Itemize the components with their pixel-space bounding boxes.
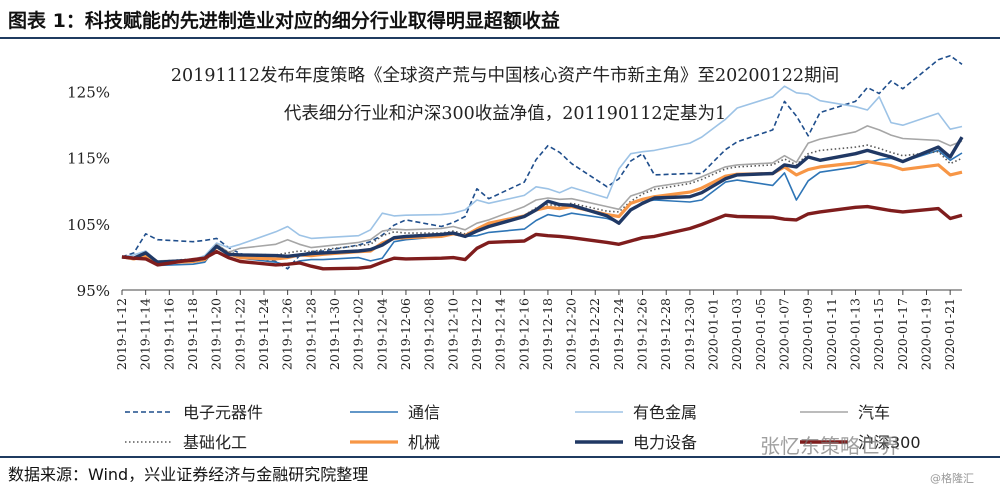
legend-label-auto: 汽车 [858, 403, 890, 422]
x-tick-label: 2019-12-26 [635, 298, 650, 370]
x-tick-label: 2019-12-16 [516, 298, 531, 370]
series-line-metals [121, 85, 963, 263]
series-layer [121, 54, 964, 271]
legend-label-metals: 有色金属 [633, 403, 697, 422]
x-tick-label: 2019-11-24 [256, 298, 271, 370]
chart-title: 20191112发布年度策略《全球资产荒与中国核心资产牛市新主角》至202001… [171, 66, 839, 86]
x-tick-label: 2019-12-06 [398, 298, 413, 370]
x-tick-label: 2020-01-19 [919, 298, 934, 370]
x-tick-label: 2020-01-09 [800, 298, 815, 370]
series-line-hs300 [121, 204, 963, 271]
x-tick-label: 2019-12-08 [422, 298, 437, 370]
x-tick-label: 2019-12-28 [658, 298, 673, 370]
chart-subtitle: 代表细分行业和沪深300收益净值，201190112定基为1 [284, 104, 726, 124]
x-tick-label: 2020-01-11 [824, 298, 839, 370]
x-tick-label: 2019-12-18 [540, 298, 555, 370]
legend-label-machinery: 机械 [408, 433, 440, 452]
x-tick-label: 2020-01-05 [753, 298, 768, 370]
series-line-chemicals [121, 144, 963, 263]
x-tick-label: 2019-11-30 [327, 298, 342, 370]
y-tick-label: 115% [67, 150, 110, 168]
y-tick-label: 105% [67, 216, 110, 234]
x-tick-label: 2020-01-21 [942, 298, 957, 370]
x-tick-label: 2019-11-20 [209, 298, 224, 370]
x-tick-label: 2019-11-26 [280, 298, 295, 370]
x-tick-label: 2019-12-20 [564, 298, 579, 370]
y-tick-label: 125% [67, 83, 110, 101]
x-tick-label: 2019-11-12 [114, 298, 129, 370]
x-tick-label: 2020-01-01 [706, 298, 721, 370]
x-tick-label: 2020-01-07 [777, 298, 792, 370]
x-tick-label: 2019-12-02 [351, 298, 366, 370]
legend-label-telecom: 通信 [408, 403, 440, 422]
figure-title: 图表 1：科技赋能的先进制造业对应的细分行业取得明显超额收益 [8, 10, 560, 32]
x-tick-label: 2019-12-12 [469, 298, 484, 370]
legend-label-chemicals: 基础化工 [183, 433, 247, 452]
watermark-small: @格隆汇 [930, 472, 974, 485]
legend-label-power: 电力设备 [633, 433, 697, 452]
x-tick-label: 2019-11-16 [161, 298, 176, 370]
x-axis: 2019-11-12 2019-11-14 2019-11-16 2019-11-18… [114, 289, 962, 370]
x-tick-label: 2019-12-14 [493, 298, 508, 370]
x-tick-label: 2019-12-30 [682, 298, 697, 370]
top-rule [0, 37, 1000, 39]
series-line-power [121, 136, 964, 264]
y-axis: 95% 105% 115% 125% [67, 83, 110, 300]
x-tick-label: 2019-11-28 [303, 298, 318, 370]
x-tick-label: 2020-01-15 [871, 298, 886, 370]
watermark: 张忆东策略世界 [760, 434, 900, 458]
x-tick-label: 2019-11-18 [185, 298, 200, 370]
y-tick-label: 95% [77, 282, 110, 300]
bottom-rule [0, 456, 1000, 458]
series-line-auto [121, 125, 963, 262]
source-note: 数据来源：Wind，兴业证券经济与金融研究院整理 [8, 465, 369, 484]
x-tick-label: 2019-12-22 [587, 298, 602, 370]
x-tick-label: 2019-11-22 [232, 298, 247, 370]
line-chart: 20191112发布年度策略《全球资产荒与中国核心资产牛市新主角》至202001… [67, 54, 964, 452]
x-tick-label: 2019-12-10 [445, 298, 460, 370]
x-tick-label: 2019-12-24 [611, 298, 626, 370]
x-tick-label: 2019-12-04 [374, 298, 389, 370]
x-tick-label: 2020-01-17 [895, 298, 910, 370]
x-tick-label: 2020-01-03 [729, 298, 744, 370]
legend-label-electronics: 电子元器件 [183, 403, 263, 422]
legend-label-hs300: 沪深300 [858, 433, 921, 452]
x-tick-label: 2019-11-14 [138, 298, 153, 370]
series-line-electronics [121, 54, 963, 270]
x-tick-label: 2020-01-13 [848, 298, 863, 370]
